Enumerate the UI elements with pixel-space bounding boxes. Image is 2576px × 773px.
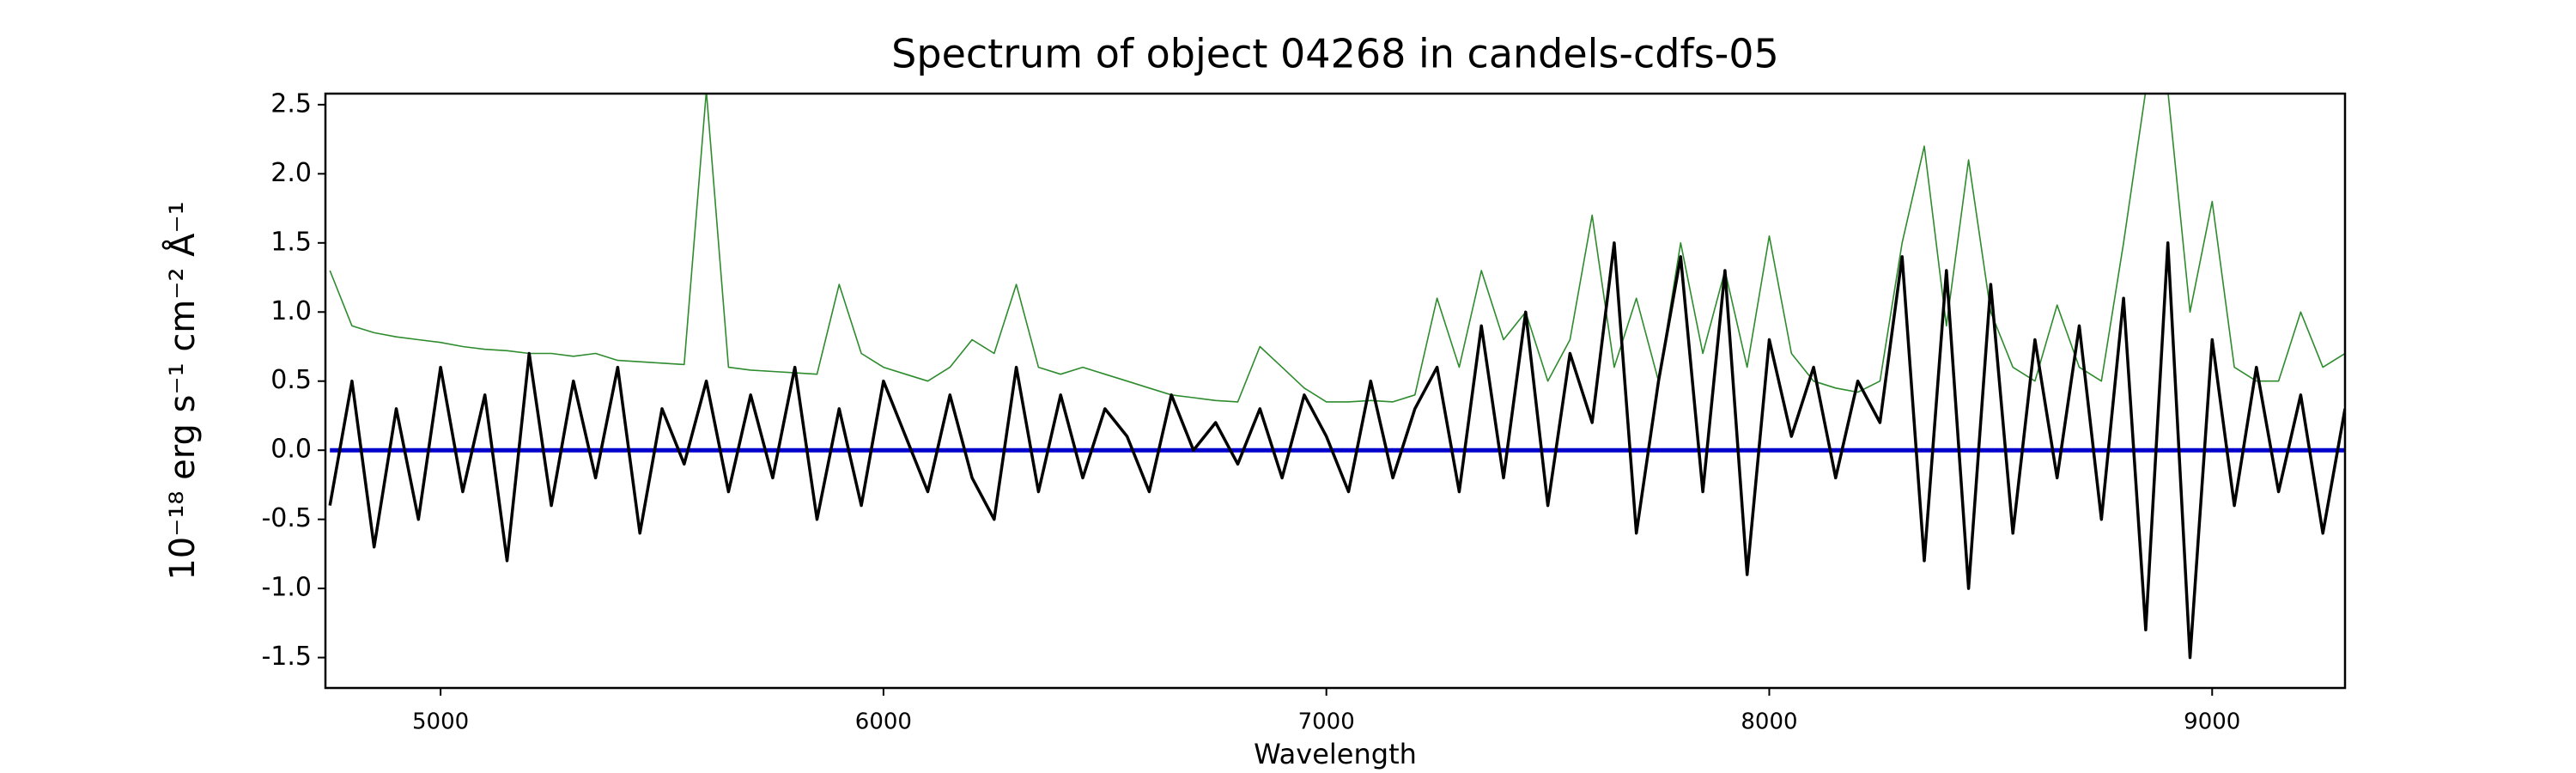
plot-area: [328, 94, 2345, 660]
x-tick-label: 8000: [1741, 709, 1797, 735]
chart-title: Spectrum of object 04268 in candels-cdfs…: [891, 31, 1779, 77]
y-tick-label: 2.5: [270, 88, 312, 119]
x-tick-label: 5000: [412, 709, 469, 735]
x-tick-label: 7000: [1298, 709, 1355, 735]
axes-frame: [324, 92, 2347, 690]
y-tick-label: -0.5: [261, 503, 312, 533]
y-tick-label: -1.0: [261, 573, 312, 603]
y-tick-label: 1.5: [270, 227, 312, 257]
y-tick-label: 1.0: [270, 296, 312, 326]
y-tick-label: 2.0: [270, 158, 312, 188]
y-tick-label: -1.5: [261, 642, 312, 672]
spectrum-line: [328, 241, 2345, 660]
y-tick-label: 0.0: [270, 435, 312, 465]
y-axis-label: 10⁻¹⁸ erg s⁻¹ cm⁻² Å⁻¹: [161, 201, 203, 580]
x-axis-label: Wavelength: [1254, 738, 1417, 770]
x-tick-label: 9000: [2184, 709, 2240, 735]
x-tick-label: 6000: [855, 709, 912, 735]
y-tick-label: 0.5: [270, 365, 312, 395]
spectrum-line: [329, 94, 2345, 403]
